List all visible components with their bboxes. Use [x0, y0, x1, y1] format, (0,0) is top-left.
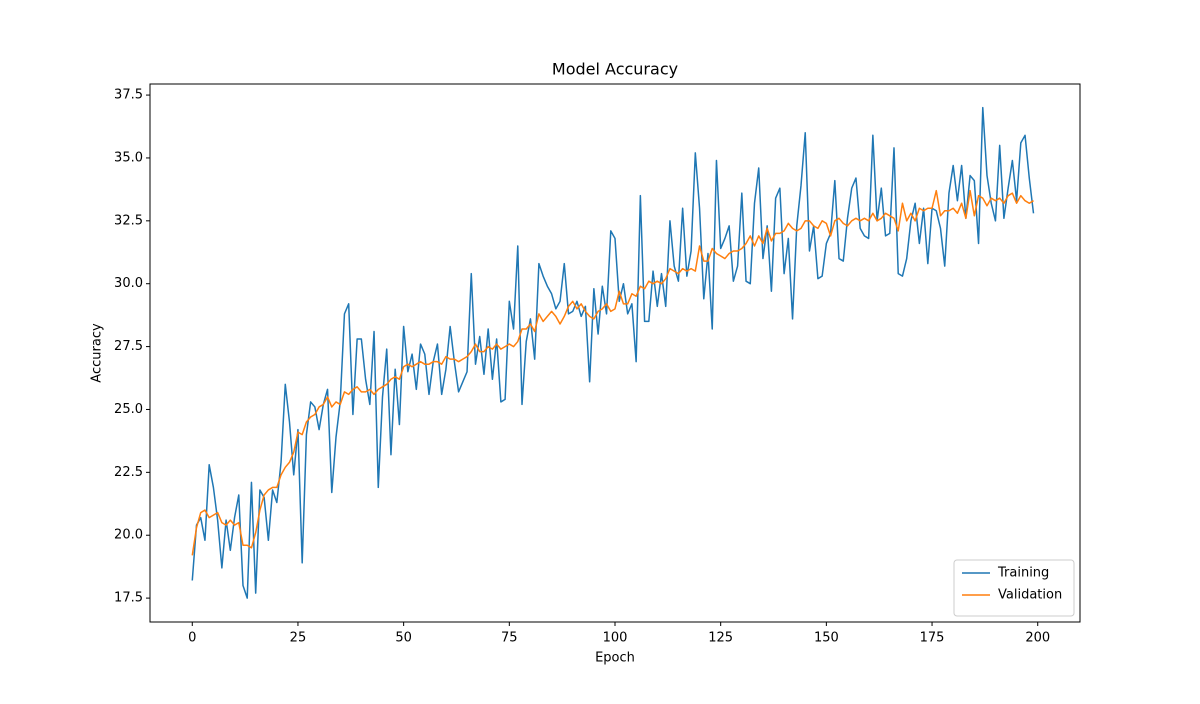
x-tick-label: 200 — [1025, 631, 1050, 646]
chart-title: Model Accuracy — [552, 60, 678, 79]
y-tick-label: 35.0 — [114, 150, 143, 165]
x-tick-label: 100 — [603, 631, 628, 646]
x-tick-label: 150 — [814, 631, 839, 646]
legend-label: Validation — [998, 588, 1062, 603]
y-tick-label: 25.0 — [114, 402, 143, 417]
x-axis-label: Epoch — [595, 651, 635, 666]
line-series — [191, 189, 1034, 556]
y-tick-label: 32.5 — [114, 213, 143, 228]
y-axis-label: Accuracy — [90, 323, 105, 383]
y-tick-label: 20.0 — [114, 528, 143, 543]
x-tick-label: 75 — [501, 631, 518, 646]
y-tick-label: 17.5 — [114, 591, 143, 606]
line-series — [191, 106, 1035, 599]
y-tick-label: 27.5 — [114, 339, 143, 354]
x-tick-label: 175 — [920, 631, 945, 646]
y-tick-label: 37.5 — [114, 88, 143, 103]
plot-frame — [149, 83, 1081, 623]
legend-box — [953, 559, 1075, 617]
x-tick-label: 25 — [290, 631, 307, 646]
y-tick-label: 22.5 — [114, 465, 143, 480]
legend-label: Training — [997, 566, 1049, 581]
x-tick-label: 0 — [188, 631, 196, 646]
x-tick-label: 125 — [708, 631, 733, 646]
y-tick-label: 30.0 — [114, 276, 143, 291]
x-tick-label: 50 — [395, 631, 412, 646]
